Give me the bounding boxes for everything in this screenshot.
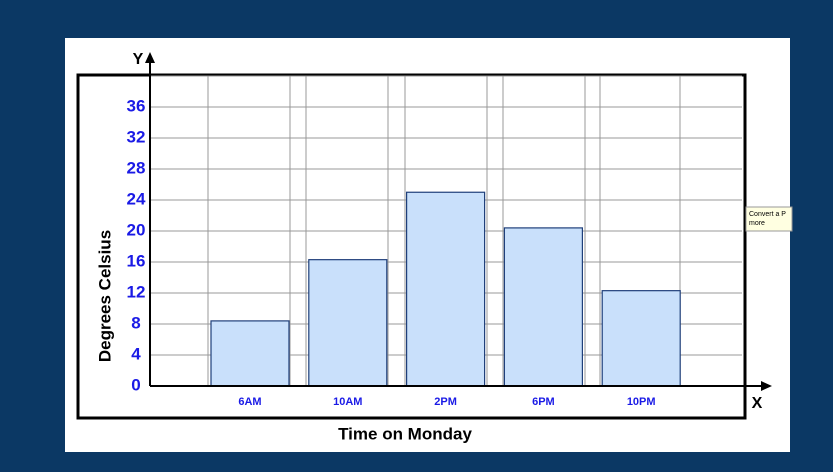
bar — [601, 290, 681, 387]
y-arrow — [145, 52, 155, 63]
tooltip-line: more — [749, 220, 765, 227]
tooltip-line: Convert a P — [749, 211, 786, 218]
y-tick-label: 0 — [131, 375, 140, 394]
y-tick-label: 20 — [127, 220, 146, 239]
bars — [210, 191, 681, 387]
y-tick-label: 16 — [127, 251, 146, 270]
y-tick-label: 32 — [127, 127, 146, 146]
tooltip — [745, 206, 793, 232]
x-tick-label: 6AM — [238, 396, 261, 408]
y-tick-label: 24 — [127, 189, 146, 208]
y-axis-label: Degrees Celsius — [95, 230, 114, 362]
x-letter: X — [752, 395, 763, 412]
y-tick-label: 28 — [127, 158, 146, 177]
y-tick-label: 36 — [127, 96, 146, 115]
bar — [308, 259, 388, 387]
x-tick-label: 6PM — [532, 396, 555, 408]
x-tick-label: 10AM — [333, 396, 362, 408]
chart-frame — [76, 73, 747, 420]
y-tick-label: 4 — [131, 344, 141, 363]
bar — [210, 320, 290, 387]
x-tick-label: 2PM — [434, 396, 457, 408]
x-arrow — [761, 381, 772, 391]
y-tick-label: 12 — [127, 282, 146, 301]
x-axis-label: Time on Monday — [338, 424, 472, 443]
bar — [503, 227, 583, 387]
y-letter: Y — [133, 51, 144, 68]
x-tick-label: 10PM — [627, 396, 656, 408]
y-tick-label: 8 — [131, 313, 140, 332]
bar — [406, 191, 486, 387]
